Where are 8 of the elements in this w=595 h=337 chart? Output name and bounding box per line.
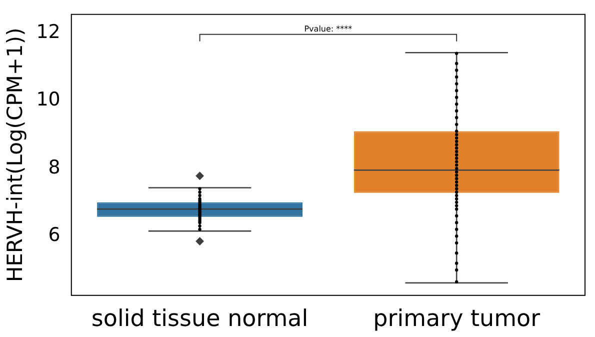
y-tick-label: 10	[36, 88, 60, 111]
y-axis-title: HERVH-int(Log(CPM+1))	[3, 28, 28, 282]
x-tick-label: primary tumor	[373, 306, 541, 332]
x-tick-label: solid tissue normal	[91, 306, 308, 332]
y-tick-label: 12	[36, 20, 60, 43]
annotation: Pvalue: ****	[304, 24, 352, 34]
y-tick-label: 6	[48, 224, 60, 246]
y-tick-label: 8	[48, 156, 60, 178]
